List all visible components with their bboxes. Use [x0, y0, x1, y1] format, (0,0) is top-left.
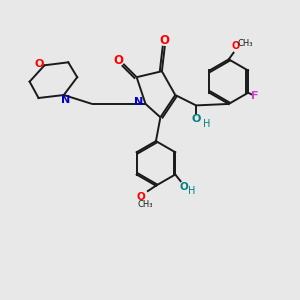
Text: N: N: [61, 95, 70, 105]
Text: F: F: [251, 91, 258, 101]
Text: H: H: [188, 186, 195, 196]
Text: H: H: [203, 119, 211, 129]
Text: O: O: [231, 41, 239, 51]
Text: O: O: [191, 114, 201, 124]
Text: CH₃: CH₃: [237, 38, 253, 47]
Text: N: N: [134, 98, 144, 107]
Text: O: O: [160, 34, 170, 47]
Text: O: O: [179, 182, 188, 192]
Text: O: O: [34, 59, 44, 69]
Text: O: O: [114, 54, 124, 67]
Text: O: O: [137, 192, 146, 202]
Text: CH₃: CH₃: [138, 200, 153, 208]
